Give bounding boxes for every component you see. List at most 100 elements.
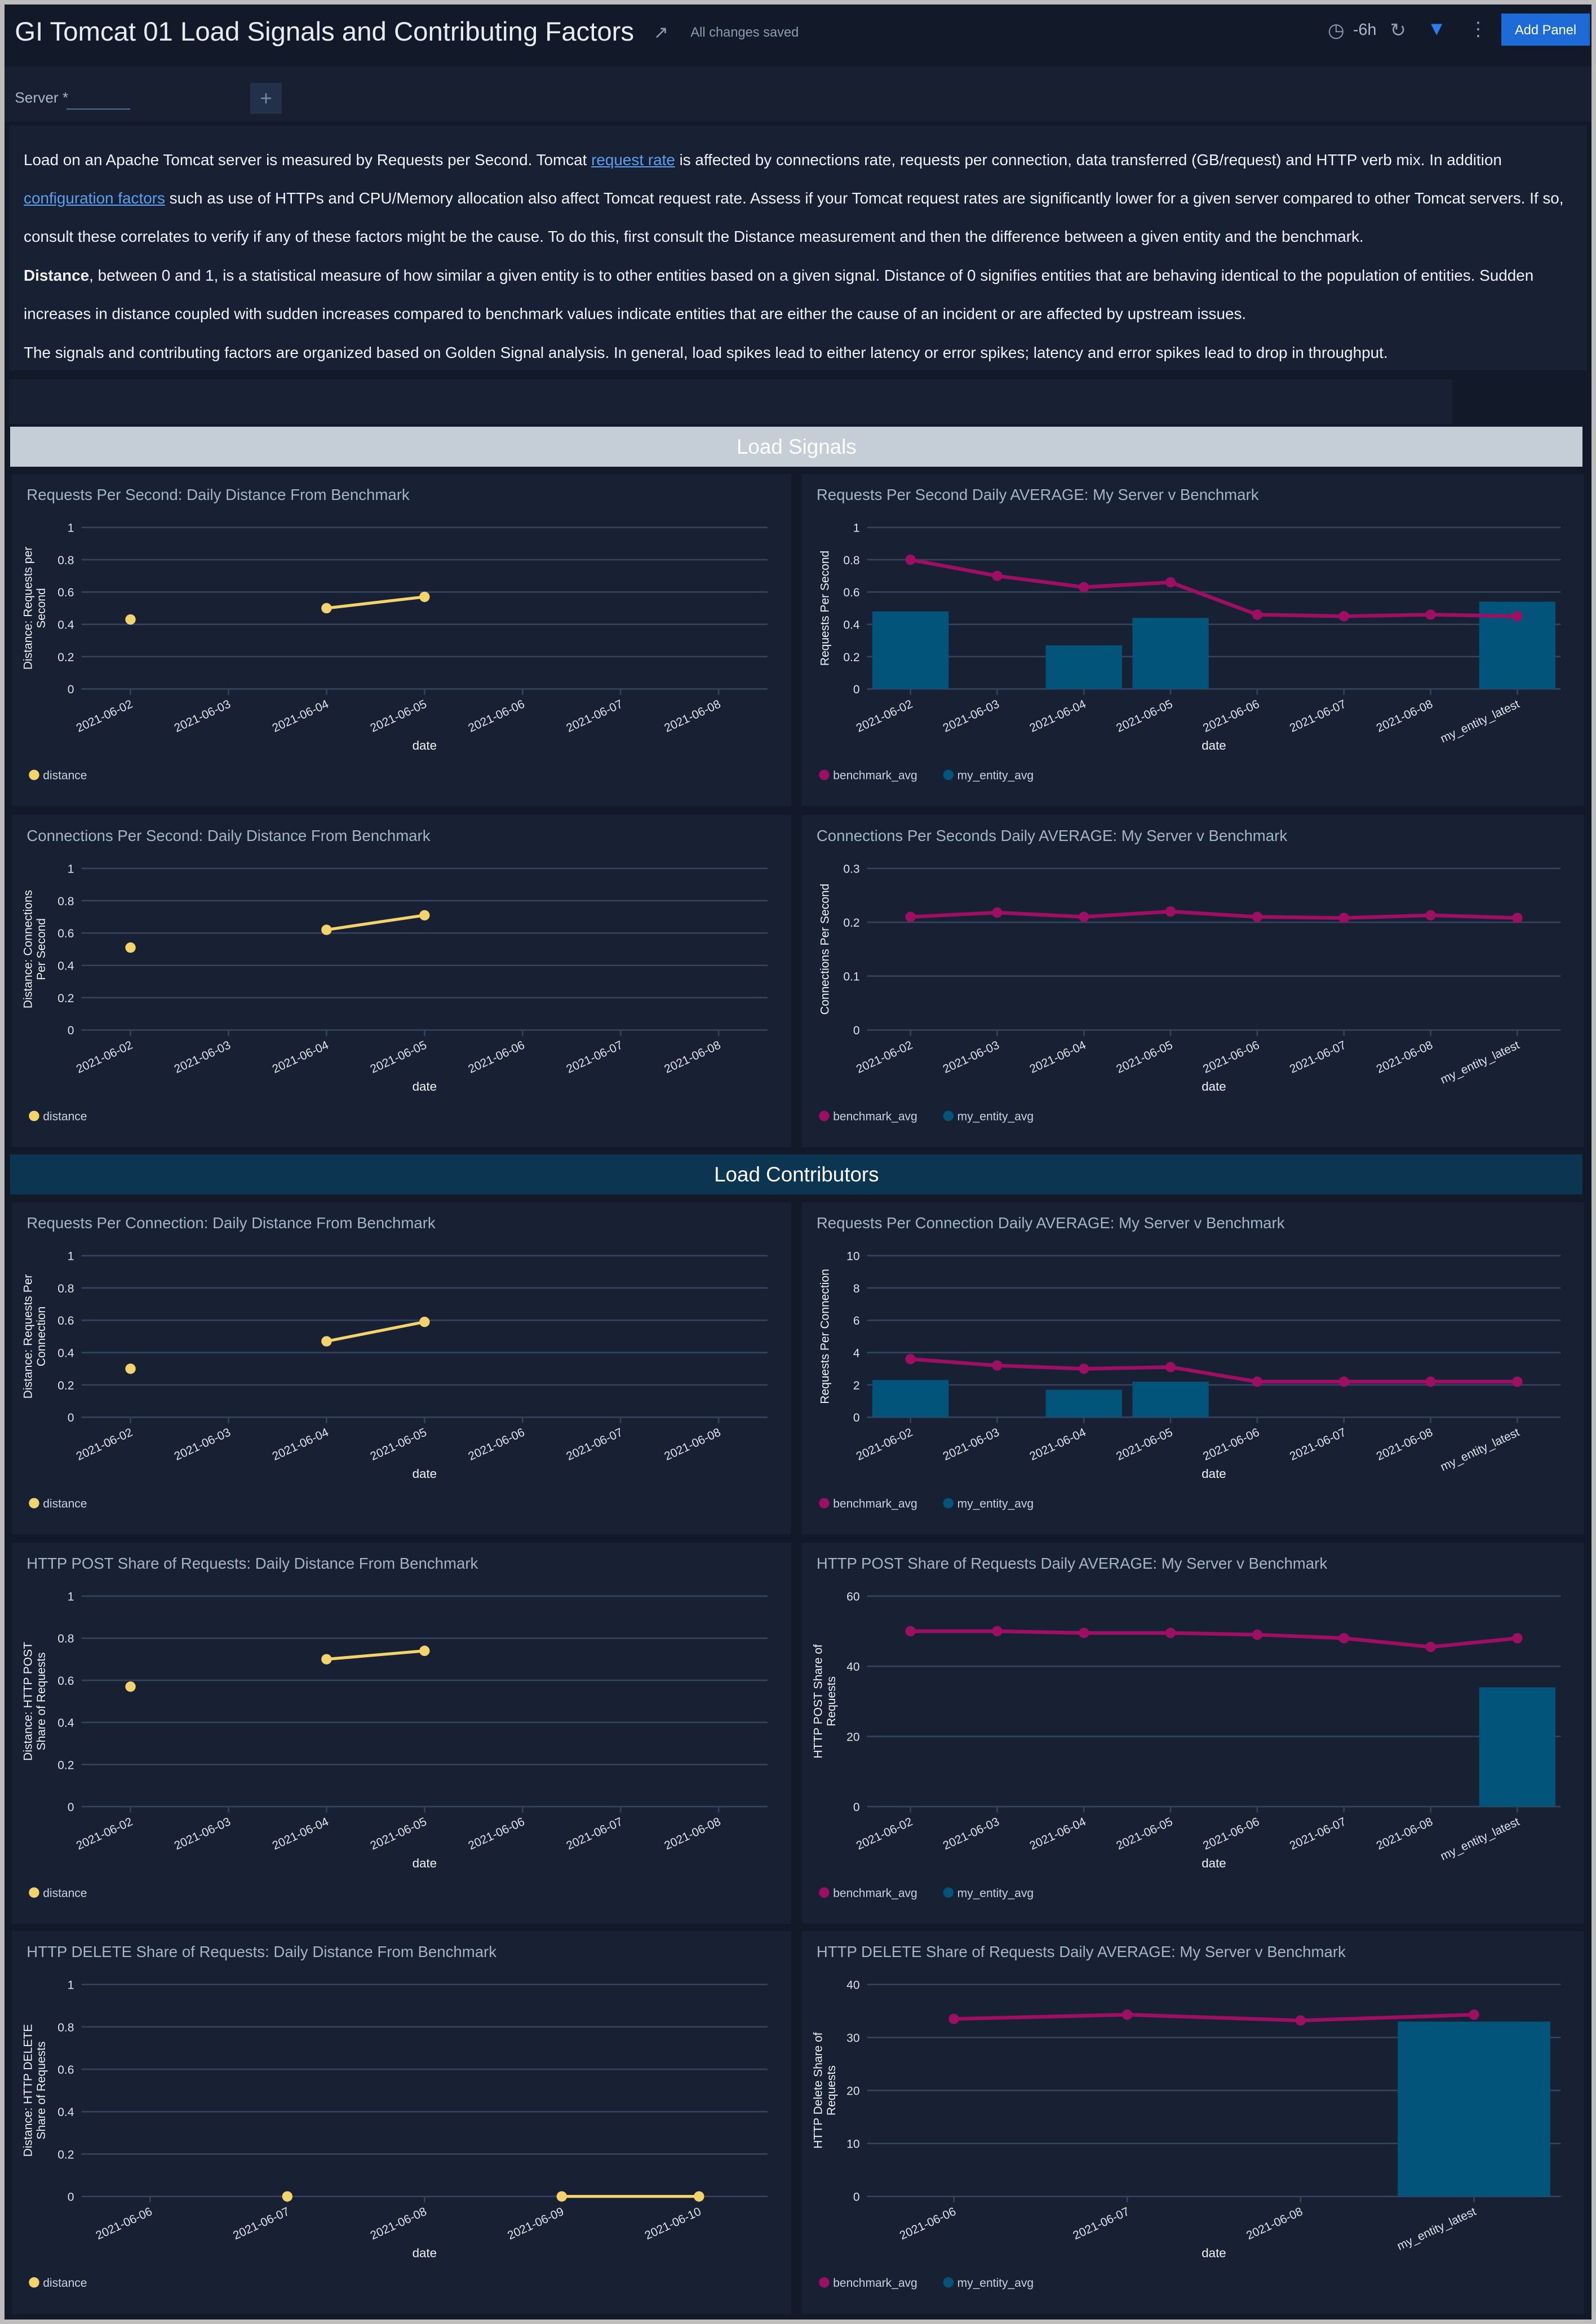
data-point[interactable] <box>1425 609 1436 621</box>
legend-item[interactable]: my_entity_avg <box>957 1497 1034 1510</box>
data-point[interactable] <box>419 1645 430 1657</box>
y-tick-label: 40 <box>846 1661 859 1674</box>
data-point[interactable] <box>125 1363 136 1374</box>
data-point[interactable] <box>125 942 136 953</box>
data-point[interactable] <box>1511 913 1523 923</box>
data-point[interactable] <box>991 1360 1003 1371</box>
data-point[interactable] <box>1078 1363 1089 1374</box>
data-point[interactable] <box>1425 1376 1436 1387</box>
chart: 0 0.1 0.2 0.3 2021-06-02 2021-06-03 2021-06-04… <box>818 863 1560 1123</box>
configuration-factors-link[interactable]: configuration factors <box>24 189 165 207</box>
data-point[interactable] <box>1338 1376 1349 1387</box>
data-point[interactable] <box>1078 582 1089 593</box>
legend-item[interactable]: benchmark_avg <box>833 1887 917 1900</box>
legend-item[interactable]: distance <box>43 2277 87 2290</box>
line-segment <box>1344 913 1431 920</box>
x-tick-label: 2021-06-08 <box>662 1816 722 1853</box>
data-point[interactable] <box>905 1353 916 1364</box>
data-point[interactable] <box>1078 911 1089 923</box>
data-point[interactable] <box>1252 1376 1262 1387</box>
data-point[interactable] <box>991 1626 1003 1637</box>
dashboard: GI Tomcat 01 Load Signals and Contributi… <box>4 4 1592 2320</box>
bar[interactable] <box>1397 2021 1550 2197</box>
data-point[interactable] <box>948 2013 959 2025</box>
server-input[interactable] <box>66 108 131 110</box>
legend-item[interactable]: distance <box>43 1110 87 1123</box>
data-point[interactable] <box>905 911 916 923</box>
more-icon[interactable]: ⋮ <box>1468 18 1488 40</box>
bar[interactable] <box>1132 618 1209 689</box>
bar[interactable] <box>1045 1389 1122 1417</box>
legend-item[interactable]: my_entity_avg <box>957 2277 1034 2290</box>
bar[interactable] <box>1479 1687 1555 1807</box>
data-point[interactable] <box>419 1316 430 1327</box>
request-rate-link[interactable]: request rate <box>591 150 675 169</box>
data-point[interactable] <box>991 908 1003 918</box>
legend-item[interactable]: benchmark_avg <box>833 1497 917 1510</box>
data-point[interactable] <box>1252 609 1262 621</box>
data-point[interactable] <box>1165 1361 1176 1373</box>
data-point[interactable] <box>125 614 136 625</box>
data-point[interactable] <box>1425 1641 1436 1653</box>
data-point[interactable] <box>1511 611 1523 622</box>
legend-item[interactable]: distance <box>43 1497 87 1510</box>
legend-item[interactable]: distance <box>43 1887 87 1900</box>
line-segment <box>1127 2013 1301 2023</box>
line-segment <box>1430 613 1517 619</box>
data-point[interactable] <box>1511 1633 1523 1644</box>
data-point[interactable] <box>1338 1633 1349 1644</box>
data-point[interactable] <box>321 1654 332 1665</box>
data-point[interactable] <box>1295 2015 1306 2026</box>
data-point[interactable] <box>282 2191 293 2202</box>
data-point[interactable] <box>556 2191 568 2202</box>
y-tick-label: 10 <box>846 2138 859 2151</box>
data-point[interactable] <box>321 924 332 935</box>
clock-icon[interactable]: ◷ <box>1328 20 1345 42</box>
bar[interactable] <box>872 1379 948 1417</box>
refresh-icon[interactable]: ↻ <box>1390 20 1407 42</box>
add-panel-button[interactable]: Add Panel <box>1501 13 1590 46</box>
legend-item[interactable]: my_entity_avg <box>957 769 1034 782</box>
data-point[interactable] <box>1252 1630 1262 1640</box>
edit-icon[interactable]: ↗ <box>653 22 669 43</box>
bar[interactable] <box>1045 645 1122 689</box>
data-point[interactable] <box>1338 913 1349 923</box>
data-point[interactable] <box>905 1626 916 1637</box>
bar[interactable] <box>1132 1381 1209 1417</box>
legend-item[interactable]: my_entity_avg <box>957 1887 1034 1900</box>
data-point[interactable] <box>125 1681 136 1692</box>
y-tick-label: 0.4 <box>57 1347 74 1360</box>
data-point[interactable] <box>694 2191 704 2202</box>
data-point[interactable] <box>905 555 916 565</box>
y-tick-label: 0.6 <box>57 2064 74 2077</box>
data-point[interactable] <box>1078 1628 1089 1639</box>
data-point[interactable] <box>991 570 1003 582</box>
data-point[interactable] <box>1511 1376 1523 1387</box>
legend-item[interactable]: benchmark_avg <box>833 769 917 782</box>
line-segment <box>910 910 998 919</box>
y-tick-label: 6 <box>853 1314 859 1327</box>
legend-item[interactable]: distance <box>43 769 87 782</box>
bar[interactable] <box>872 612 948 689</box>
data-point[interactable] <box>1121 2009 1132 2020</box>
data-point[interactable] <box>1338 611 1349 622</box>
line-segment <box>910 1357 998 1367</box>
y-tick-label: 0.4 <box>57 2106 74 2119</box>
data-point[interactable] <box>1165 577 1176 588</box>
time-range[interactable]: -6h <box>1353 20 1377 39</box>
x-tick-label: 2021-06-04 <box>271 698 331 735</box>
data-point[interactable] <box>321 1335 332 1347</box>
data-point[interactable] <box>1252 911 1262 923</box>
data-point[interactable] <box>1468 2009 1479 2020</box>
data-point[interactable] <box>1425 910 1436 921</box>
legend-item[interactable]: my_entity_avg <box>957 1110 1034 1123</box>
data-point[interactable] <box>321 603 332 614</box>
legend-item[interactable]: benchmark_avg <box>833 1110 917 1123</box>
data-point[interactable] <box>1165 906 1176 917</box>
legend-item[interactable]: benchmark_avg <box>833 2277 917 2290</box>
data-point[interactable] <box>419 910 430 921</box>
data-point[interactable] <box>1165 1628 1176 1639</box>
data-point[interactable] <box>419 592 430 603</box>
filter-icon[interactable]: ▼ <box>1427 17 1447 39</box>
add-filter-button[interactable]: + <box>250 83 282 114</box>
